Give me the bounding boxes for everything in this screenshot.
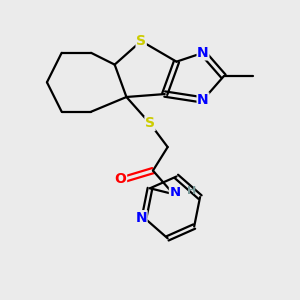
Text: N: N xyxy=(135,211,147,225)
Text: N: N xyxy=(197,93,209,107)
Text: O: O xyxy=(115,172,127,186)
Text: S: S xyxy=(136,34,146,48)
Text: N: N xyxy=(197,46,209,60)
Text: S: S xyxy=(145,116,155,130)
Text: N: N xyxy=(169,186,181,199)
Text: H: H xyxy=(187,186,196,196)
